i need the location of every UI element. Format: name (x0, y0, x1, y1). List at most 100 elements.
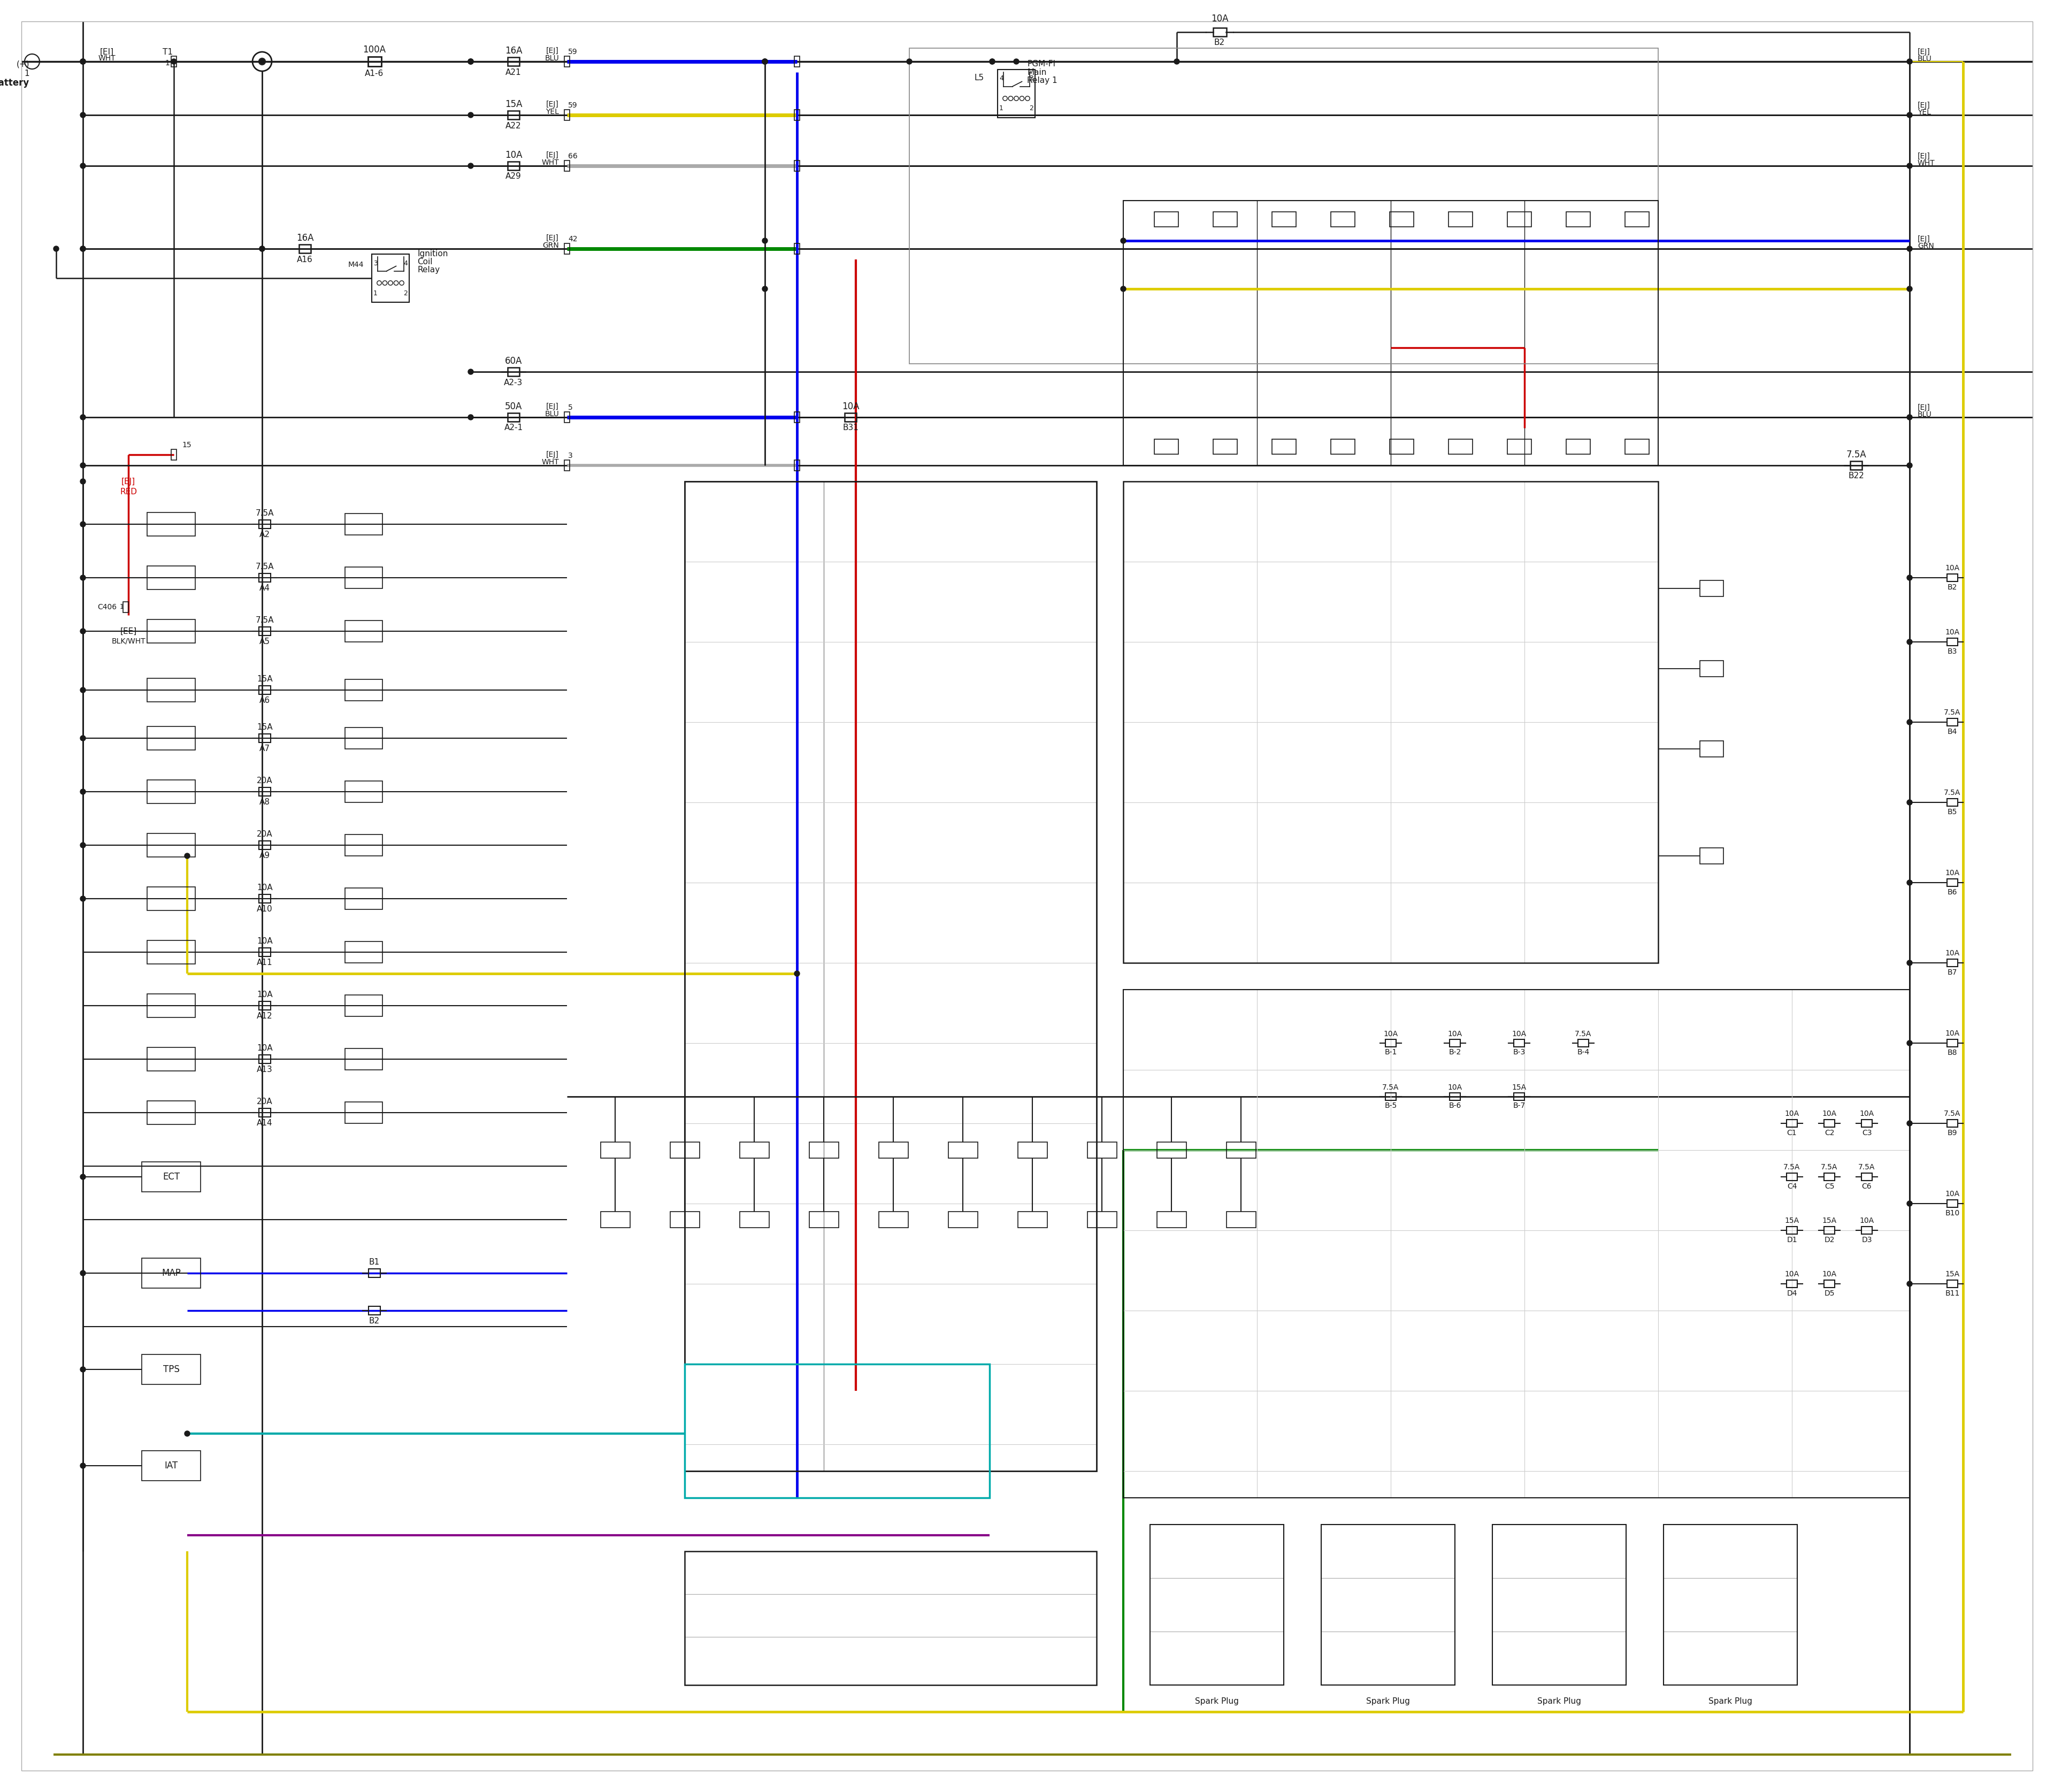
Bar (1384, 1039, 1397, 1047)
Text: [EJ]: [EJ] (546, 151, 559, 159)
Circle shape (80, 1271, 86, 1276)
Bar (795, 461, 799, 471)
Text: 15A: 15A (257, 724, 273, 731)
Bar (684, 482, 1097, 1471)
Bar (368, 1306, 380, 1315)
Bar (1947, 1039, 1957, 1047)
Text: A16: A16 (298, 256, 312, 263)
Bar (1214, 439, 1237, 453)
Bar (1947, 719, 1957, 726)
Text: YEL: YEL (546, 108, 559, 115)
Circle shape (80, 163, 86, 168)
Bar (142, 1452, 201, 1480)
Text: 15A: 15A (1512, 1084, 1526, 1091)
Text: 10A: 10A (842, 401, 859, 412)
Text: A7: A7 (259, 745, 271, 753)
Bar (998, 70, 1035, 118)
Bar (259, 1055, 271, 1063)
Circle shape (1906, 719, 1912, 724)
Bar (345, 781, 382, 803)
Text: 7.5A: 7.5A (1822, 1163, 1838, 1170)
Circle shape (762, 238, 768, 244)
Text: WHT: WHT (542, 459, 559, 466)
Bar (1508, 211, 1532, 228)
Text: 100A: 100A (364, 45, 386, 54)
Text: B9: B9 (1947, 1129, 1957, 1136)
Circle shape (80, 788, 86, 794)
Bar (565, 161, 569, 172)
Bar (670, 1142, 700, 1158)
Circle shape (80, 59, 86, 65)
Text: B10: B10 (1945, 1210, 1960, 1217)
Text: PGM-FI: PGM-FI (1027, 61, 1056, 68)
Text: 15A: 15A (257, 676, 273, 683)
Text: 10A: 10A (1945, 869, 1960, 876)
Bar (1947, 1201, 1957, 1208)
Bar (1226, 1142, 1255, 1158)
Text: 7.5A: 7.5A (1575, 1030, 1592, 1038)
Text: A10: A10 (257, 905, 273, 914)
Bar (565, 56, 569, 66)
Circle shape (80, 629, 86, 634)
Text: C1: C1 (1787, 1129, 1797, 1136)
Text: B6: B6 (1947, 889, 1957, 896)
Bar (170, 56, 177, 66)
Bar (142, 1355, 201, 1385)
Text: 7.5A: 7.5A (1943, 710, 1962, 717)
Circle shape (80, 462, 86, 468)
Bar (1124, 989, 1910, 1498)
Text: A21: A21 (505, 68, 522, 77)
Bar (148, 833, 195, 857)
Bar (368, 57, 382, 66)
Text: A8: A8 (259, 799, 271, 806)
Circle shape (762, 287, 768, 292)
Text: RED: RED (119, 487, 138, 496)
Bar (1824, 1226, 1834, 1235)
Bar (1271, 211, 1296, 228)
Bar (507, 412, 520, 421)
Bar (795, 412, 799, 423)
Circle shape (80, 575, 86, 581)
Bar (142, 1258, 201, 1288)
Text: A12: A12 (257, 1012, 273, 1020)
Circle shape (80, 1462, 86, 1468)
Text: 7.5A: 7.5A (1847, 450, 1867, 459)
Circle shape (762, 59, 768, 65)
Circle shape (185, 853, 189, 858)
Text: B3: B3 (1947, 647, 1957, 656)
Circle shape (80, 59, 86, 65)
Text: MAP: MAP (162, 1269, 181, 1278)
Text: 10A: 10A (257, 991, 273, 998)
Text: [EJ]: [EJ] (546, 47, 559, 54)
Text: GRN: GRN (542, 242, 559, 249)
Circle shape (259, 246, 265, 251)
Text: 10A: 10A (1448, 1084, 1462, 1091)
Bar (1947, 1279, 1957, 1288)
Text: [EJ]: [EJ] (1918, 403, 1931, 412)
Bar (565, 412, 569, 423)
Bar (1124, 482, 1658, 962)
Bar (1214, 211, 1237, 228)
Text: 3: 3 (1029, 75, 1033, 82)
Text: A29: A29 (505, 172, 522, 181)
Bar (1450, 1039, 1460, 1047)
Text: [EJ]: [EJ] (121, 477, 136, 486)
Bar (910, 48, 1658, 364)
Bar (345, 835, 382, 857)
Bar (345, 1102, 382, 1124)
Circle shape (185, 1432, 189, 1435)
Circle shape (80, 735, 86, 740)
Circle shape (468, 113, 472, 118)
Bar (1625, 439, 1649, 453)
Circle shape (906, 59, 912, 65)
Bar (345, 514, 382, 536)
Text: 10A: 10A (1822, 1271, 1836, 1278)
Bar (600, 1142, 631, 1158)
Bar (148, 995, 195, 1018)
Text: [EJ]: [EJ] (1918, 235, 1931, 244)
Text: WHT: WHT (1918, 159, 1935, 167)
Bar (1787, 1120, 1797, 1127)
Bar (1448, 439, 1473, 453)
Text: 5: 5 (569, 403, 573, 412)
Circle shape (80, 246, 86, 251)
